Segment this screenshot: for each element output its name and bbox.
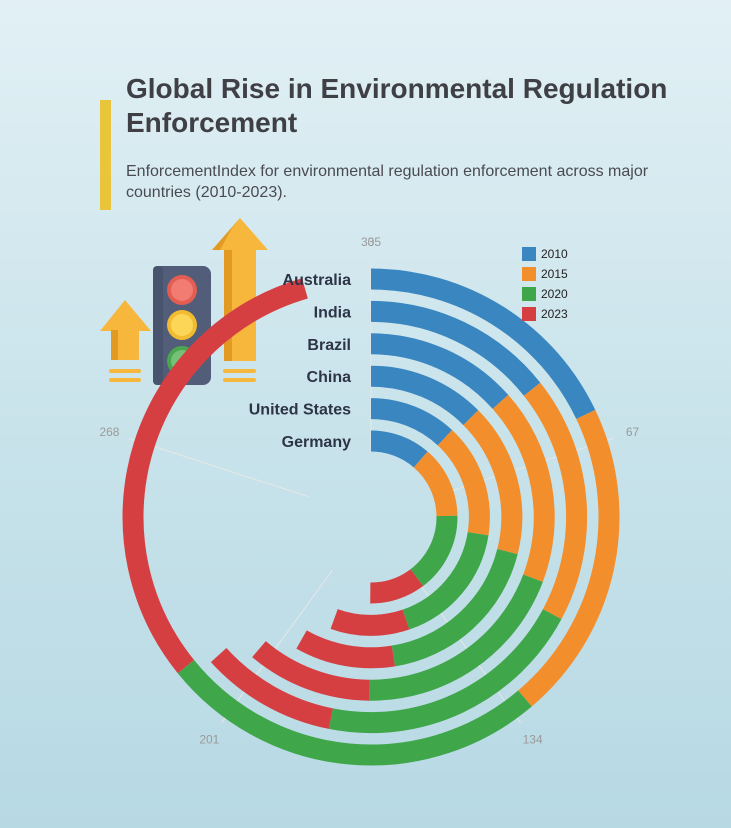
legend: 2010 2015 2020 2023: [522, 247, 568, 321]
bar-segment: [437, 430, 490, 536]
category-label: Germany: [282, 434, 351, 451]
legend-swatch: [522, 247, 536, 261]
gridline: [433, 437, 614, 498]
bar-segment: [370, 300, 541, 396]
gridline: [409, 569, 521, 724]
category-label: Australia: [283, 272, 352, 289]
category-label: India: [314, 304, 351, 321]
legend-swatch: [522, 287, 536, 301]
bar-segment: [402, 531, 489, 630]
bar-segment: [523, 382, 588, 620]
bar-segment: [328, 609, 562, 734]
chart-subtitle: EnforcementIndex for environmental regul…: [126, 163, 649, 201]
bar-segment: [210, 647, 333, 729]
title-accent-bar: [100, 100, 111, 210]
bar-segment: [369, 574, 543, 701]
chart-title: Global Rise in Environmental Regulation …: [126, 73, 668, 138]
tick-label: 201: [199, 732, 219, 746]
bar-segment: [370, 333, 509, 410]
bars-layer: [122, 268, 620, 766]
tick-label: 67: [626, 425, 640, 439]
legend-label: 2015: [541, 267, 568, 281]
gridline: [221, 569, 333, 724]
bar-segment: [122, 278, 308, 674]
tick-label: 134: [523, 732, 543, 746]
bar-segment: [463, 410, 523, 555]
up-arrow-icon: [100, 300, 151, 382]
bar-segment: [296, 630, 396, 669]
bar-segment: [518, 409, 620, 707]
bar-segment: [370, 365, 479, 426]
bar-segment: [370, 398, 453, 446]
bar-segment: [413, 451, 458, 517]
category-label: Brazil: [307, 337, 351, 354]
legend-swatch: [522, 307, 536, 321]
bar-segment: [492, 394, 555, 582]
bar-segment: [177, 660, 532, 766]
up-arrow-icon: [212, 218, 268, 382]
legend-swatch: [522, 267, 536, 281]
legend-label: 2020: [541, 287, 568, 301]
angle-axis-gridlines: [128, 262, 614, 724]
bar-segment: [391, 548, 518, 667]
category-labels: Australia India Brazil China United States Ge…: [249, 272, 351, 451]
tick-label: 268: [99, 425, 119, 439]
bar-segment: [252, 640, 370, 701]
bar-segment: [370, 268, 596, 419]
tick-label: 335: [361, 235, 381, 249]
gridline: [128, 437, 309, 498]
legend-label: 2010: [541, 247, 568, 261]
tick-label: 0: [368, 235, 375, 249]
angle-axis-ticks: 0 67 134 201 268 335: [99, 235, 639, 746]
bar-segment: [330, 608, 410, 636]
legend-label: 2023: [541, 307, 568, 321]
bar-segment: [410, 515, 458, 587]
bar-segment: [369, 569, 424, 604]
category-label: China: [307, 369, 352, 386]
bar-segment: [370, 430, 428, 468]
category-label: United States: [249, 402, 351, 419]
